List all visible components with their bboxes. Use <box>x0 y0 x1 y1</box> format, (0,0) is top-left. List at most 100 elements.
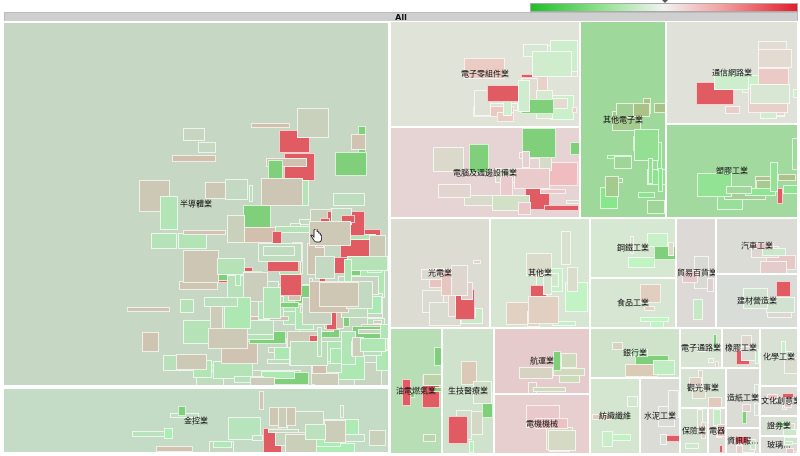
stock-tile[interactable] <box>334 152 367 176</box>
sector-electronic-components[interactable]: 電子零組件業 <box>390 21 580 127</box>
stock-tile[interactable] <box>793 89 797 98</box>
stock-tile[interactable] <box>749 243 775 249</box>
sector-plastics[interactable]: 塑膠工業 <box>666 124 798 218</box>
stock-tile[interactable] <box>707 278 715 293</box>
stock-tile[interactable] <box>553 351 561 372</box>
stock-tile[interactable] <box>316 327 322 358</box>
stock-tile[interactable] <box>474 89 491 116</box>
stock-tile[interactable] <box>692 389 706 400</box>
stock-tile[interactable] <box>766 296 795 314</box>
stock-tile[interactable] <box>640 284 661 303</box>
stock-tile[interactable] <box>610 434 632 442</box>
stock-tile[interactable] <box>750 84 790 104</box>
stock-tile[interactable] <box>777 174 796 181</box>
sector-automobile[interactable]: 汽車工業 <box>716 218 798 274</box>
stock-tile[interactable] <box>433 147 465 173</box>
stock-tile[interactable] <box>653 103 665 114</box>
stock-tile[interactable] <box>544 204 579 212</box>
stock-tile[interactable] <box>131 430 165 437</box>
stock-tile[interactable] <box>422 374 441 386</box>
stock-tile[interactable] <box>175 354 208 370</box>
sector-cement[interactable]: 水泥工業 <box>640 378 680 454</box>
stock-tile[interactable] <box>639 316 669 323</box>
stock-tile[interactable] <box>783 429 797 435</box>
sector-trading-department[interactable]: 貿易百貨業 <box>676 218 716 328</box>
stock-tile[interactable] <box>340 405 345 418</box>
stock-tile[interactable] <box>543 272 552 295</box>
stock-tile[interactable] <box>227 215 245 244</box>
stock-tile[interactable] <box>198 142 216 154</box>
stock-tile[interactable] <box>347 255 388 272</box>
stock-tile[interactable] <box>750 438 756 451</box>
stock-tile[interactable] <box>697 347 706 352</box>
sector-glass-ceramics[interactable]: 玻璃... <box>760 436 798 454</box>
stock-tile[interactable] <box>708 357 714 363</box>
stock-tile[interactable] <box>332 193 365 207</box>
stock-tile[interactable] <box>742 288 769 309</box>
stock-tile[interactable] <box>228 417 262 440</box>
stock-tile[interactable] <box>208 327 248 350</box>
sector-telecom-network[interactable]: 通信網路業 <box>666 21 798 124</box>
stock-tile[interactable] <box>518 366 553 380</box>
stock-tile[interactable] <box>626 395 638 407</box>
stock-tile[interactable] <box>212 440 232 448</box>
stock-tile[interactable] <box>667 242 674 257</box>
stock-tile[interactable] <box>517 79 531 112</box>
stock-tile[interactable] <box>627 256 656 269</box>
stock-tile[interactable] <box>693 298 704 321</box>
stock-tile[interactable] <box>712 409 721 426</box>
stock-tile[interactable] <box>250 377 275 385</box>
stock-tile[interactable] <box>437 183 471 198</box>
stock-tile[interactable] <box>522 150 530 169</box>
stock-tile[interactable] <box>526 253 553 276</box>
sector-cultural-creative[interactable]: 文化創意業 <box>760 386 798 416</box>
stock-tile[interactable] <box>759 261 788 273</box>
stock-tile[interactable] <box>630 235 635 255</box>
stock-tile[interactable] <box>351 134 367 150</box>
stock-tile[interactable] <box>614 156 633 169</box>
sector-electrical-machinery[interactable]: 電機機械 <box>494 394 590 454</box>
stock-tile[interactable] <box>770 161 778 192</box>
stock-tile[interactable] <box>183 229 226 236</box>
stock-tile[interactable] <box>659 434 668 445</box>
stock-tile[interactable] <box>155 445 194 452</box>
stock-tile[interactable] <box>318 281 359 308</box>
stock-tile[interactable] <box>204 297 238 308</box>
stock-tile[interactable] <box>712 334 718 349</box>
stock-tile[interactable] <box>468 143 489 173</box>
stock-tile[interactable] <box>601 431 613 447</box>
sector-electrical-cable[interactable]: 電器... <box>708 408 726 454</box>
stock-tile[interactable] <box>754 403 759 416</box>
stock-tile[interactable] <box>631 348 649 357</box>
stock-tile[interactable] <box>784 403 793 408</box>
stock-tile[interactable] <box>736 444 744 453</box>
stock-tile[interactable] <box>514 167 551 189</box>
stock-tile[interactable] <box>696 409 703 429</box>
stock-tile[interactable] <box>762 248 787 256</box>
stock-tile[interactable] <box>225 178 248 200</box>
stock-tile[interactable] <box>448 415 469 445</box>
sector-computer-peripherals[interactable]: 電腦及週邊設備業 <box>390 127 580 218</box>
stock-tile[interactable] <box>179 299 195 314</box>
sector-shipping[interactable]: 航運業 <box>494 328 590 394</box>
stock-tile[interactable] <box>528 296 560 325</box>
sector-oil-electric-gas[interactable]: 油電燃氣業 <box>390 328 442 454</box>
sector-food[interactable]: 食品工業 <box>590 278 676 328</box>
stock-tile[interactable] <box>758 49 793 69</box>
stock-tile[interactable] <box>569 142 579 155</box>
stock-tile[interactable] <box>434 387 441 392</box>
stock-tile[interactable] <box>604 175 619 198</box>
stock-tile[interactable] <box>172 154 216 163</box>
stock-tile[interactable] <box>531 51 572 78</box>
stock-tile[interactable] <box>718 444 724 453</box>
stock-tile[interactable] <box>713 72 750 90</box>
stock-tile[interactable] <box>647 232 669 247</box>
stock-tile[interactable] <box>668 390 679 419</box>
stock-tile[interactable] <box>701 422 707 439</box>
stock-tile[interactable] <box>260 371 295 380</box>
stock-tile[interactable] <box>665 434 679 443</box>
stock-tile[interactable] <box>290 341 329 367</box>
sector-financial-holding[interactable]: 金控業 <box>2 387 390 454</box>
stock-tile[interactable] <box>315 256 335 280</box>
stock-tile[interactable] <box>182 128 206 142</box>
